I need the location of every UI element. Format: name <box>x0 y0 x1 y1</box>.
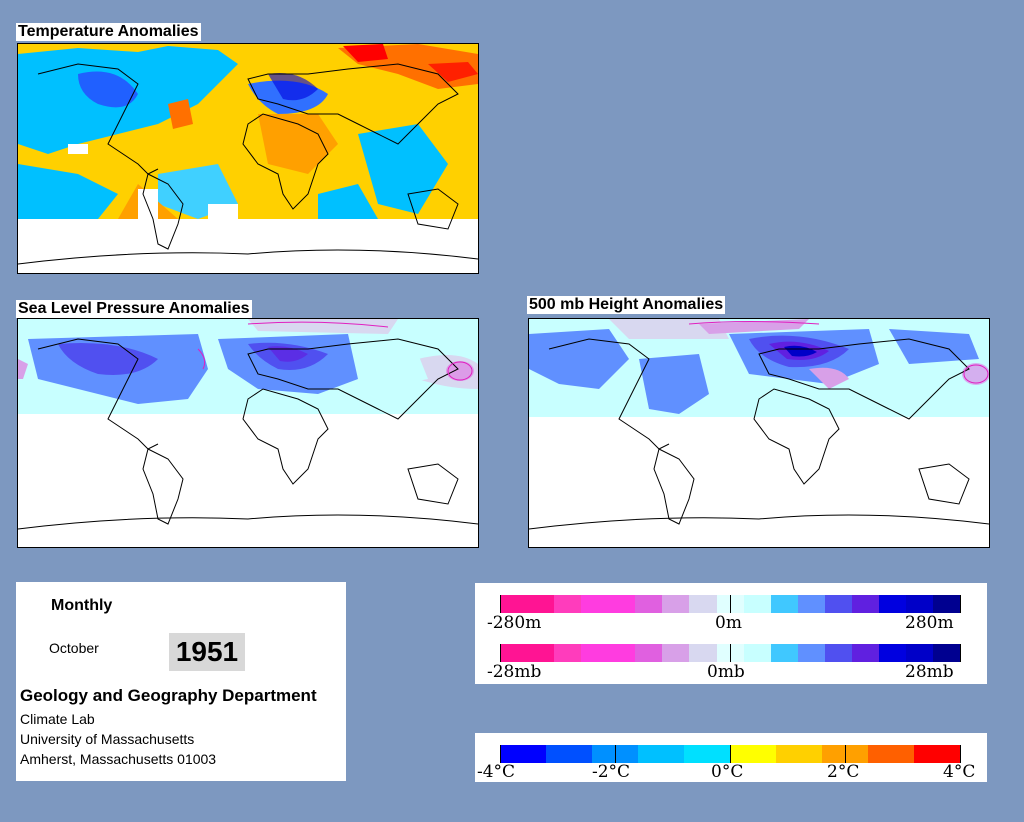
height-label-min: -280m <box>487 613 542 633</box>
lab-label: Climate Lab <box>20 711 95 727</box>
height-scale-swatch <box>905 595 933 613</box>
temp-label-m4: -4°C <box>477 762 516 782</box>
height-label-mid: 0m <box>715 613 742 633</box>
height-color-bar <box>500 595 961 613</box>
pressure-scale-swatch <box>743 644 771 662</box>
height-scale-swatch <box>608 595 636 613</box>
sea-level-pressure-anomaly-map <box>17 318 479 548</box>
pressure-scale-tick <box>730 644 731 662</box>
height-scale-swatch <box>878 595 906 613</box>
height-scale-swatch <box>743 595 771 613</box>
temperature-anomaly-map <box>17 43 479 274</box>
pressure-scale-swatch <box>824 644 852 662</box>
height-scale-swatch <box>662 595 690 613</box>
temp-label-p2: 2°C <box>827 762 860 782</box>
pressure-scale-swatch <box>662 644 690 662</box>
temperature-legend-panel: -4°C -2°C 0°C 2°C 4°C <box>475 733 987 782</box>
height-scale-tick <box>730 595 731 613</box>
temp-scale-swatch <box>684 745 730 763</box>
height-scale-swatch <box>851 595 879 613</box>
pressure-label-max: 28mb <box>905 662 954 682</box>
pressure-scale-swatch <box>770 644 798 662</box>
height-scale-swatch <box>500 595 528 613</box>
height-scale-swatch <box>797 595 825 613</box>
height-scale-swatch <box>581 595 609 613</box>
temp-scale-tick <box>500 745 501 763</box>
h500-map-title: 500 mb Height Anomalies <box>527 296 726 314</box>
temp-scale-swatch <box>638 745 684 763</box>
height-scale-swatch <box>527 595 555 613</box>
pressure-scale-tick <box>960 644 961 662</box>
temp-scale-swatch <box>730 745 776 763</box>
pressure-scale-swatch <box>851 644 879 662</box>
temp-scale-tick <box>845 745 846 763</box>
pressure-scale-swatch <box>527 644 555 662</box>
pressure-scale-swatch <box>933 644 961 662</box>
department-label: Geology and Geography Department <box>20 686 317 705</box>
temp-scale-tick <box>960 745 961 763</box>
500mb-height-anomaly-map <box>528 318 990 548</box>
temp-scale-swatch <box>776 745 822 763</box>
height-label-max: 280m <box>905 613 954 633</box>
month-label: October <box>49 640 99 656</box>
address-label: Amherst, Massachusetts 01003 <box>20 751 217 767</box>
temp-scale-tick <box>615 745 616 763</box>
slp-map-title: Sea Level Pressure Anomalies <box>16 300 252 318</box>
pressure-label-min: -28mb <box>487 662 542 682</box>
temperature-map-title: Temperature Anomalies <box>16 23 201 41</box>
temp-scale-swatch <box>914 745 960 763</box>
height-pressure-legend-panel: -280m 0m 280m -28mb 0mb 28mb <box>475 583 987 684</box>
pressure-scale-swatch <box>797 644 825 662</box>
pressure-scale-swatch <box>878 644 906 662</box>
height-scale-tick <box>500 595 501 613</box>
pressure-scale-tick <box>500 644 501 662</box>
temperature-color-bar <box>500 745 961 763</box>
temp-scale-swatch <box>868 745 914 763</box>
pressure-scale-swatch <box>554 644 582 662</box>
pressure-scale-swatch <box>635 644 663 662</box>
temp-scale-swatch <box>500 745 546 763</box>
height-scale-swatch <box>554 595 582 613</box>
year-label: 1951 <box>169 633 245 671</box>
temp-scale-swatch <box>546 745 592 763</box>
temp-label-0: 0°C <box>711 762 744 782</box>
temp-scale-tick <box>730 745 731 763</box>
temp-label-m2: -2°C <box>592 762 631 782</box>
university-label: University of Massachusetts <box>20 731 195 747</box>
height-scale-tick <box>960 595 961 613</box>
pressure-scale-swatch <box>608 644 636 662</box>
height-scale-swatch <box>933 595 961 613</box>
height-scale-swatch <box>824 595 852 613</box>
height-scale-swatch <box>689 595 717 613</box>
pressure-scale-swatch <box>581 644 609 662</box>
temp-label-p4: 4°C <box>943 762 976 782</box>
info-panel: Monthly October 1951 Geology and Geograp… <box>16 582 346 781</box>
pressure-label-mid: 0mb <box>707 662 745 682</box>
pressure-scale-swatch <box>500 644 528 662</box>
period-label: Monthly <box>51 597 113 614</box>
pressure-color-bar <box>500 644 961 662</box>
pressure-scale-swatch <box>905 644 933 662</box>
height-scale-swatch <box>635 595 663 613</box>
pressure-scale-swatch <box>689 644 717 662</box>
height-scale-swatch <box>770 595 798 613</box>
